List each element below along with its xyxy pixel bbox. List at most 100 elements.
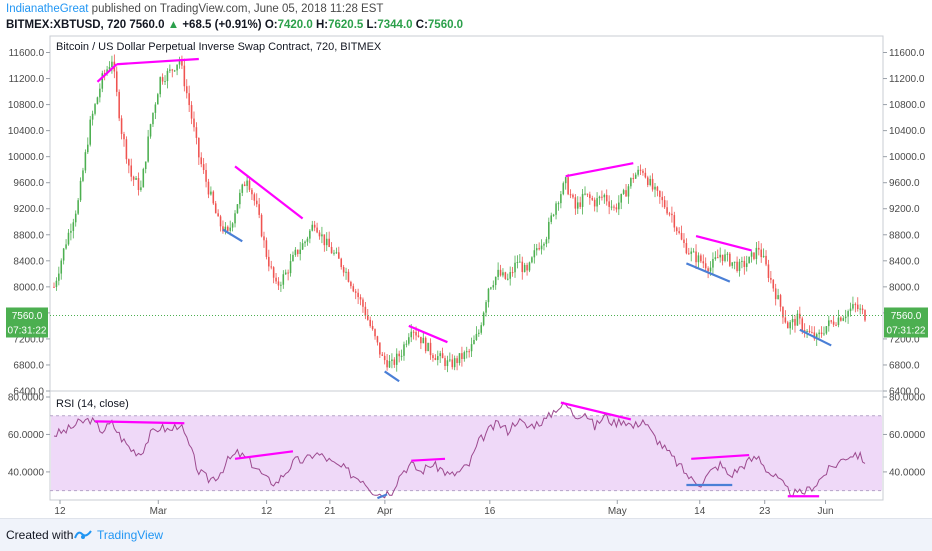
candle-body [280, 284, 282, 286]
candle-body [519, 261, 521, 263]
candle-body [828, 320, 830, 327]
candle-body [806, 330, 808, 332]
up-arrow-icon: ▲ [167, 19, 180, 31]
candle-body [306, 238, 309, 242]
candle-body [470, 344, 473, 352]
close-value: 7560.0 [427, 19, 464, 31]
candle-body [692, 251, 695, 253]
candle-body [449, 359, 451, 361]
candle-body [589, 194, 591, 199]
candle-body [347, 271, 350, 282]
candle-body [255, 200, 258, 205]
candle-body [707, 268, 709, 272]
candle-body [284, 272, 287, 275]
candle-body [538, 248, 540, 250]
bear-divergence-price [695, 235, 752, 252]
candles [53, 54, 866, 373]
candle-body [738, 261, 741, 271]
price-axis-label-right: 6400.0 [889, 387, 920, 398]
candle-body [758, 247, 760, 250]
candle-body [702, 261, 705, 264]
candle-body [813, 332, 816, 339]
candle-body [101, 73, 104, 89]
candle-body [683, 239, 685, 244]
candle-body [465, 351, 468, 353]
candle-body [721, 254, 724, 261]
candle-body [796, 313, 799, 326]
price-axis-label-left: 8400.0 [13, 256, 44, 267]
candle-body [301, 243, 304, 250]
footer-bar: Created with TradingView [0, 518, 932, 551]
candle-body [391, 359, 393, 361]
candle-body [415, 332, 417, 336]
candle-body [453, 358, 456, 368]
x-axis-label: May [608, 506, 627, 517]
x-axis-label: Mar [150, 506, 168, 517]
candle-body [622, 190, 625, 194]
candle-body [637, 169, 639, 175]
candle-body [830, 320, 832, 322]
candle-body [429, 342, 432, 356]
candle-body [70, 230, 72, 233]
candle-body [357, 292, 359, 298]
price-axis-label-left: 9200.0 [13, 204, 44, 215]
candle-body [562, 183, 565, 195]
candle-body [475, 333, 478, 340]
candle-body [675, 227, 678, 232]
candle-body [480, 325, 483, 333]
candle-body [548, 221, 550, 240]
candle-body [188, 93, 190, 106]
bear-divergence-price [116, 57, 199, 66]
candle-body [371, 325, 374, 330]
candle-body [849, 308, 852, 312]
candle-body [185, 86, 188, 94]
candle-body [299, 249, 301, 255]
candle-body [227, 226, 229, 231]
candle-body [231, 223, 234, 228]
candle-body [861, 308, 864, 311]
candle-body [386, 360, 388, 368]
candle-body [603, 194, 606, 198]
candle-body [393, 359, 396, 365]
candle-body [400, 355, 403, 357]
candle-body [668, 213, 671, 215]
price-axis-label-right: 9200.0 [889, 204, 920, 215]
price-value: 7560.0 [129, 19, 165, 31]
candle-body [272, 267, 275, 278]
candle-body [506, 278, 509, 280]
candle-body [557, 203, 560, 205]
candle-body [533, 250, 536, 258]
bull-divergence-rsi [377, 493, 388, 500]
bear-divergence-price [234, 165, 304, 220]
price-axis-label-right: 8400.0 [889, 256, 920, 267]
author-link[interactable]: IndianatheGreat [6, 3, 89, 15]
candle-body [374, 329, 376, 337]
candle-body [593, 199, 596, 207]
low-label: L: [366, 19, 378, 31]
candle-body [741, 260, 743, 262]
x-axis-label: 16 [484, 506, 496, 517]
candle-body [171, 69, 174, 71]
candle-body [248, 180, 251, 190]
candle-body [605, 194, 608, 202]
candle-body [639, 169, 642, 171]
candle-body [60, 260, 63, 274]
price-axis-label-left: 10800.0 [8, 100, 45, 111]
tradingview-brand-link[interactable]: TradingView [97, 528, 164, 542]
candle-body [859, 308, 861, 310]
rsi-axis-label-left: 60.0000 [8, 430, 45, 441]
candle-body [782, 306, 784, 318]
candle-body [772, 279, 775, 289]
candle-body [779, 295, 782, 307]
candle-body [103, 73, 106, 75]
candle-body [659, 190, 661, 197]
last-price-label-left: 7560.0 [12, 311, 43, 322]
candle-body [338, 252, 340, 259]
candle-body [523, 264, 526, 273]
candle-body [118, 91, 120, 119]
candle-body [335, 252, 338, 254]
price-axis-label-left: 10000.0 [8, 152, 45, 163]
candle-body [750, 252, 753, 257]
candle-body [463, 352, 466, 359]
candle-body [222, 226, 224, 232]
